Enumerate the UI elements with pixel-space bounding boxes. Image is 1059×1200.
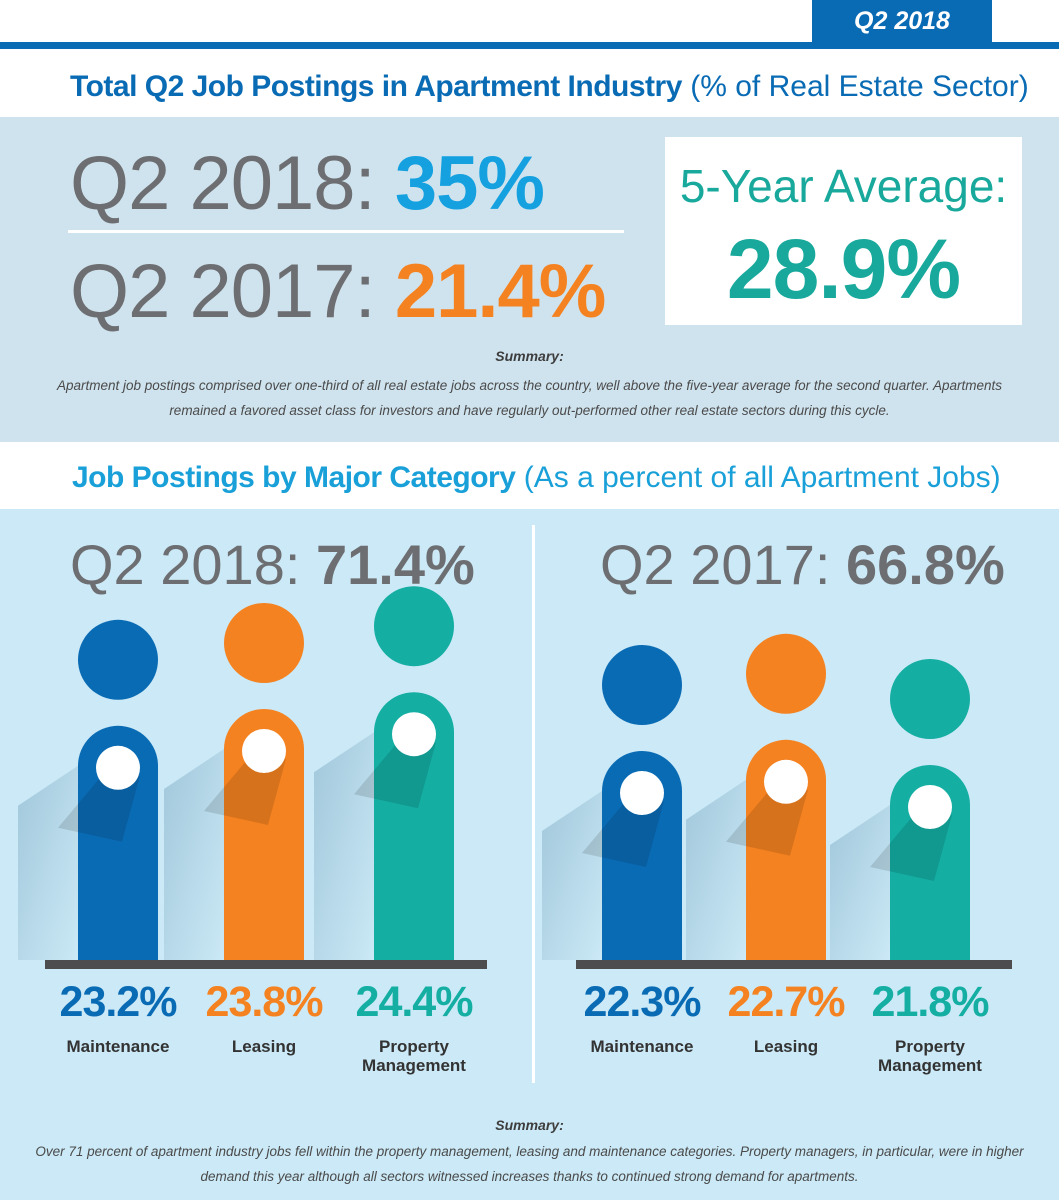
section2-heading: Job Postings by Major Category (As a per… [72,461,1001,495]
chart-2018-total: Q2 2018: 71.4% [70,532,475,597]
section2-summary-title: Summary: [495,1117,564,1133]
q2-2017-share: Q2 2017: 21.4% [70,248,606,335]
bar-knob-property-management-2017 [908,785,952,829]
bar-shadow-maintenance-2017 [542,791,602,960]
category-label-maintenance-2018-0: Maintenance [67,1037,170,1056]
bar-knob-maintenance-2018 [96,745,140,790]
bar-shadow-maintenance-2018 [18,765,78,960]
knob-shadow-maintenance-2018 [58,775,140,842]
baseline-2017 [576,960,1012,969]
knob-shadow-property-management-2018 [354,742,436,809]
value-label-property-management-2017: 21.8% [872,978,990,1026]
bar-leasing-2017 [746,739,826,960]
bar-leasing-2018 [224,709,304,960]
chart-2017-total-value: 66.8% [845,533,1005,596]
bar-shadow-property-management-2018 [314,732,374,960]
average-value: 28.9% [726,222,961,316]
five-year-average-box: 5-Year Average: 28.9% [665,137,1022,325]
value-label-maintenance-2018: 23.2% [60,978,178,1026]
bar-head-property-management-2018 [374,586,454,667]
value-label-maintenance-2017: 22.3% [584,978,702,1026]
bar-maintenance-2017 [602,751,682,960]
section2-subtitle: (As a percent of all Apartment Jobs) [523,461,1001,494]
value-label-leasing-2017: 22.7% [728,978,846,1026]
value-label-property-management-2018: 24.4% [356,978,474,1026]
category-label-leasing-2017-0: Leasing [754,1037,818,1056]
section2-title: Job Postings by Major Category [72,461,516,494]
bar-head-property-management-2017 [890,659,970,739]
value-label-leasing-2018: 23.8% [206,978,324,1026]
section1-heading: Total Q2 Job Postings in Apartment Indus… [70,70,1029,104]
category-label-property-management-2018-1: Management [362,1056,466,1075]
category-label-maintenance-2017-0: Maintenance [591,1037,694,1056]
category-label-property-management-2017-1: Management [878,1056,982,1075]
bar-knob-maintenance-2017 [620,771,664,815]
section1-title: Total Q2 Job Postings in Apartment Indus… [70,70,682,103]
section1-summary-title: Summary: [495,348,564,364]
q2-2017-label: Q2 2017: [70,249,395,334]
chart-2018-total-label: Q2 2018: [70,533,316,596]
q2-2017-value: 21.4% [394,249,606,334]
chart-divider [532,525,535,1083]
knob-shadow-property-management-2017 [870,815,952,881]
share-divider [68,230,624,233]
bar-knob-leasing-2018 [242,729,286,773]
baseline-2018 [45,960,487,969]
bar-head-maintenance-2017 [602,645,682,725]
chart-2018-total-value: 71.4% [315,533,475,596]
bar-knob-property-management-2018 [392,712,436,757]
report-period-tag: Q2 2018 [812,0,992,42]
knob-shadow-maintenance-2017 [582,801,664,867]
bar-shadow-property-management-2017 [830,805,890,960]
chart-2017-total: Q2 2017: 66.8% [600,532,1005,597]
section1-subtitle: (% of Real Estate Sector) [690,70,1029,103]
category-label-property-management-2018-0: Property [379,1037,449,1056]
bar-head-maintenance-2018 [78,619,158,700]
q2-2018-value: 35% [394,141,545,226]
knob-shadow-leasing-2017 [726,789,808,856]
q2-2018-label: Q2 2018: [70,141,395,226]
knob-shadow-leasing-2018 [204,759,286,825]
category-label-property-management-2017-0: Property [895,1037,965,1056]
bar-knob-leasing-2017 [764,759,808,804]
bar-shadow-leasing-2017 [686,779,746,960]
q2-2018-share: Q2 2018: 35% [70,140,545,227]
bar-head-leasing-2018 [224,603,304,683]
header-rule [0,42,1059,49]
bar-property-management-2018 [374,692,454,960]
average-label: 5-Year Average: [679,160,1008,212]
bar-shadow-leasing-2018 [164,749,224,960]
chart-2017-total-label: Q2 2017: [600,533,846,596]
section1-summary-text: Apartment job postings comprised over on… [57,378,1002,418]
bar-maintenance-2018 [78,725,158,960]
section2-summary-text: Over 71 percent of apartment industry jo… [35,1144,1024,1184]
category-label-leasing-2018-0: Leasing [232,1037,296,1056]
bar-head-leasing-2017 [746,633,826,714]
